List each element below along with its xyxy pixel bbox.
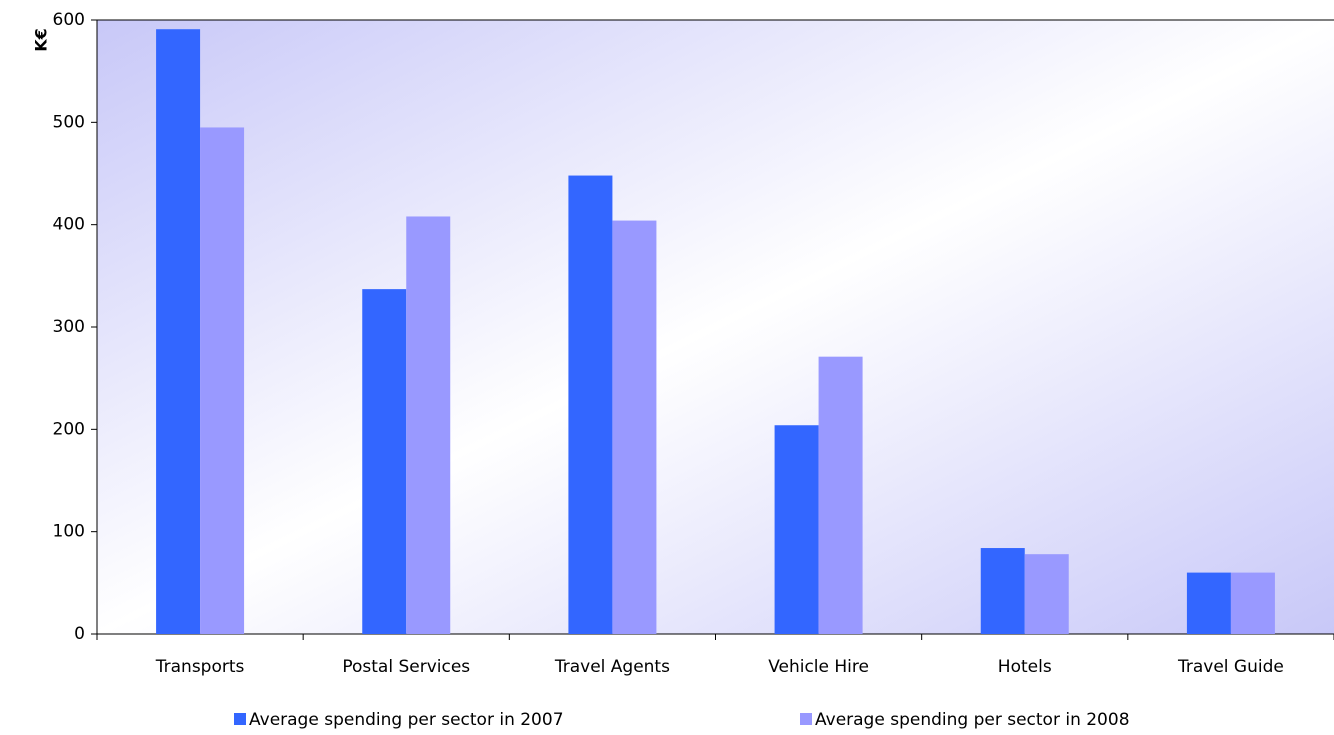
y-tick-label: 400 <box>53 215 85 235</box>
bar <box>818 356 863 634</box>
x-tick-label: Hotels <box>998 657 1052 677</box>
x-tick-label: Travel Guide <box>1177 657 1284 677</box>
bar <box>362 289 407 634</box>
bar <box>980 548 1025 634</box>
x-tick-label: Vehicle Hire <box>768 657 869 677</box>
plot-area <box>97 20 1334 634</box>
y-tick-label: 100 <box>53 522 85 542</box>
x-tick-label: Transports <box>155 657 245 677</box>
bar <box>1024 554 1069 634</box>
y-axis-label: K€ <box>32 28 51 52</box>
y-tick-label: 200 <box>53 419 85 439</box>
y-tick-label: 0 <box>74 624 85 644</box>
x-tick-label: Postal Services <box>342 657 470 677</box>
y-tick-label: 300 <box>53 317 85 337</box>
bar <box>406 216 451 635</box>
y-tick-label: 500 <box>53 112 85 132</box>
x-tick-label: Travel Agents <box>554 657 670 677</box>
bar <box>1230 572 1275 634</box>
legend-label: Average spending per sector in 2007 <box>249 710 564 730</box>
legend-swatch <box>234 713 246 725</box>
bar <box>200 127 245 634</box>
legend-swatch <box>800 713 812 725</box>
bar <box>612 220 657 634</box>
bar <box>1186 572 1231 634</box>
legend-label: Average spending per sector in 2008 <box>815 710 1130 730</box>
bar <box>156 29 201 634</box>
bar <box>774 425 819 634</box>
y-tick-label: 600 <box>53 10 85 30</box>
bar <box>568 175 613 634</box>
